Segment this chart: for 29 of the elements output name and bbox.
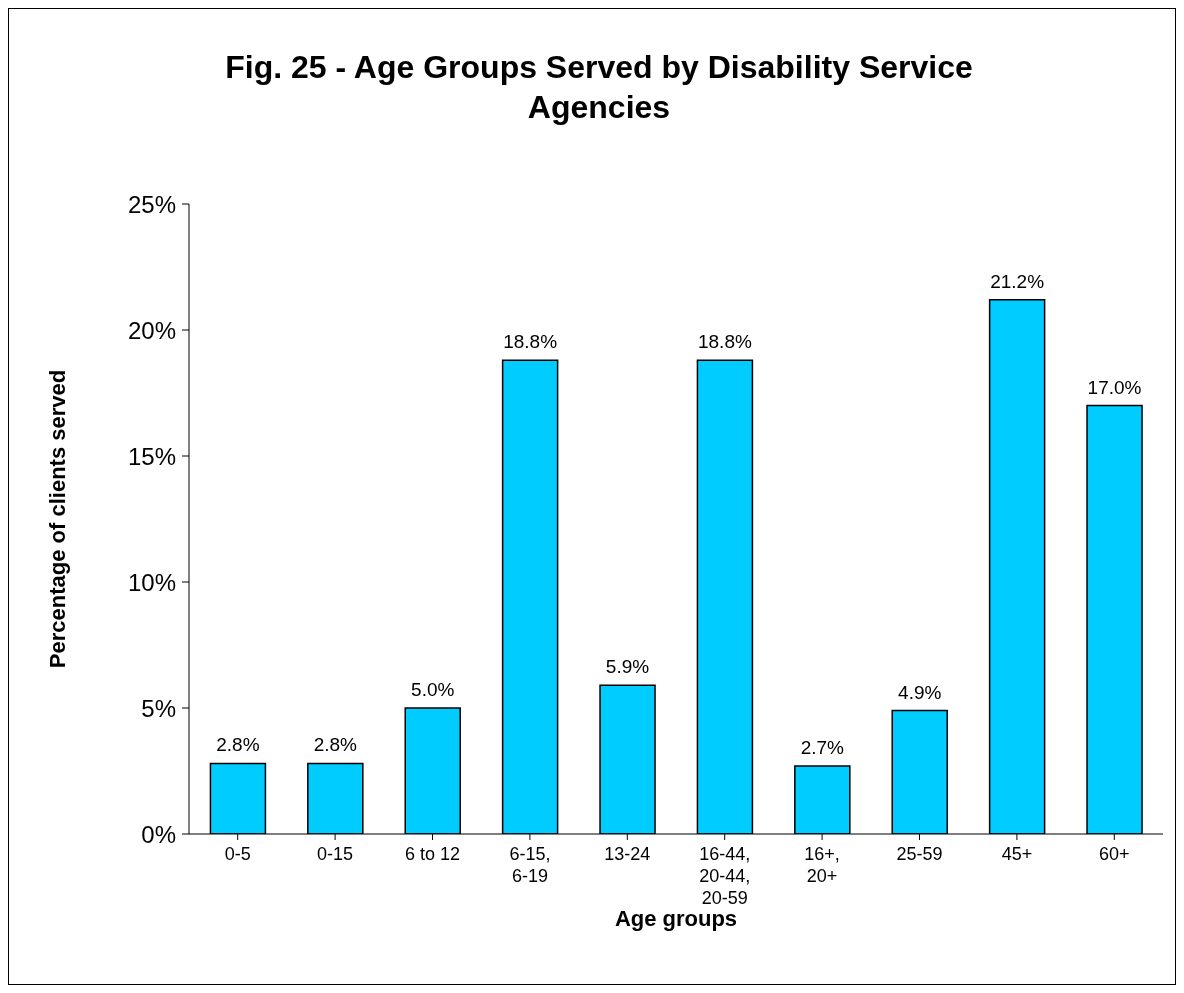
x-axis-title: Age groups <box>614 906 738 931</box>
data-label: 18.8% <box>697 331 752 353</box>
chart-title: Fig. 25 - Age Groups Served by Disability Service Agencies <box>224 48 974 127</box>
data-label: 2.8% <box>313 734 358 756</box>
y-axis-title: Percentage of clients served <box>44 369 70 669</box>
data-label: 5.9% <box>605 656 650 678</box>
y-tick-label: 10% <box>127 568 176 596</box>
x-tick-label: 16+, 20+ <box>804 844 840 886</box>
y-tick-label: 25% <box>127 190 176 218</box>
data-label: 4.9% <box>898 681 942 703</box>
y-tick-label: 0% <box>141 820 176 848</box>
data-label: 5.0% <box>411 679 455 700</box>
y-tick-label: 5% <box>141 694 176 722</box>
data-label: 21.2% <box>990 270 1045 292</box>
y-tick-label: 15% <box>127 442 176 470</box>
x-tick-label: 0-15 <box>317 844 354 864</box>
data-label: 2.8% <box>216 734 260 756</box>
data-label: 2.7% <box>800 736 845 758</box>
x-tick-label: 6-15, 6-19 <box>509 844 551 886</box>
x-tick-label: 45+ <box>1001 844 1033 864</box>
x-tick-label: 6 to 12 <box>404 844 461 864</box>
x-tick-label: 25-59 <box>896 844 943 864</box>
x-tick-label: 0-5 <box>224 844 251 864</box>
x-tick-label: 16-44, 20-44, 20-59 <box>699 844 751 908</box>
data-label: 18.8% <box>503 331 558 353</box>
x-tick-label: 60+ <box>1099 844 1130 864</box>
data-label: 17.0% <box>1087 376 1142 398</box>
y-tick-label: 20% <box>127 316 176 344</box>
x-tick-label: 13-24 <box>604 844 651 864</box>
